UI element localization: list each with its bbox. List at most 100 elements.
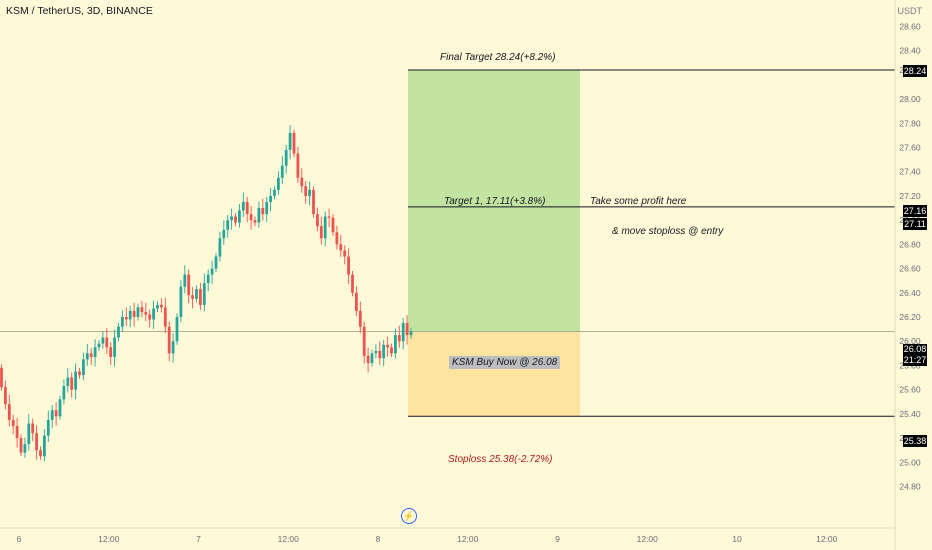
candle (206, 269, 210, 292)
loss-zone (408, 331, 580, 417)
candle (269, 187, 272, 212)
candle-body (195, 289, 198, 299)
candle-body (58, 399, 62, 417)
candle-body (128, 310, 132, 320)
candle-body (31, 423, 35, 434)
candle-body (331, 217, 335, 233)
price-tick-label: 26.20 (899, 312, 921, 322)
price-tick-label: 28.60 (899, 21, 921, 31)
candle (101, 331, 105, 349)
price-tick-label: 26.80 (899, 239, 921, 249)
candle (195, 285, 198, 303)
time-tick-label: 6 (17, 534, 22, 544)
candle (222, 220, 226, 245)
candle (378, 341, 382, 365)
candle (132, 302, 136, 327)
candle-body (343, 250, 347, 257)
candle-body (300, 177, 304, 187)
candle (128, 305, 132, 328)
candle (366, 347, 370, 373)
buy-label: KSM Buy Now @ 26.08 (449, 356, 561, 369)
candle-body (109, 347, 113, 357)
candle-body (351, 274, 354, 293)
candle (144, 302, 148, 322)
candle (265, 196, 269, 223)
candle (312, 186, 315, 218)
candle (327, 208, 331, 228)
target1-price-tag-b: 27.11 (903, 218, 927, 230)
time-tick-label: 9 (555, 534, 560, 544)
candle (358, 301, 362, 334)
candle (218, 231, 222, 262)
candle (152, 300, 155, 329)
candle (163, 297, 167, 334)
time-tick-label: 8 (376, 534, 381, 544)
price-tick-label: 27.20 (899, 191, 921, 201)
candle (46, 410, 50, 443)
take-profit-note: Take some profit here (590, 196, 687, 207)
candle-body (101, 337, 105, 344)
candle-body (66, 377, 70, 387)
candle-body (218, 238, 222, 257)
candle-body (409, 331, 413, 336)
candle-body (187, 274, 191, 296)
stoploss-price-tag: 25.38 (903, 435, 927, 447)
candle (175, 313, 179, 345)
candle (54, 402, 58, 426)
candle-body (89, 353, 93, 357)
current-price: 26.08 (903, 344, 927, 354)
candle-body (144, 312, 148, 315)
price-tick-label: 27.40 (899, 167, 921, 177)
candle-body (308, 189, 311, 196)
candle (394, 328, 397, 359)
candle (300, 168, 304, 193)
candle-body (117, 326, 120, 338)
candle (401, 317, 405, 350)
candle (140, 300, 144, 318)
candle-body (27, 423, 31, 445)
time-tick-label: 12:00 (278, 534, 300, 544)
target1-label: Target 1, 17.11(+3.8%) (444, 196, 546, 207)
candle-body (105, 337, 109, 348)
candle-body (23, 444, 27, 453)
candle-body (132, 310, 136, 317)
lightning-icon[interactable]: ⚡ (401, 508, 417, 524)
price-tick-label: 24.80 (899, 482, 921, 492)
candle-body (140, 307, 144, 313)
candle-body (50, 410, 54, 420)
candle-body (339, 244, 343, 251)
candle (31, 418, 35, 442)
chart-title: KSM / TetherUS, 3D, BINANCE (6, 5, 153, 17)
candle (234, 212, 237, 227)
candle-body (62, 386, 66, 400)
candle (273, 186, 276, 200)
candle (105, 328, 109, 354)
candle-body (222, 229, 226, 239)
price-tick-label: 28.40 (899, 46, 921, 56)
price-tick-label: 26.60 (899, 264, 921, 274)
candle-body (241, 201, 245, 211)
candle-body (288, 132, 292, 150)
candle-body (253, 220, 257, 223)
candle (277, 171, 280, 195)
candle (121, 310, 124, 332)
candle (7, 394, 11, 427)
candle (202, 273, 206, 312)
candle-body (210, 268, 214, 275)
candle-body (257, 208, 261, 223)
candle-body (312, 189, 315, 215)
candle-body (46, 419, 50, 436)
candle (0, 364, 3, 391)
candle (85, 343, 89, 366)
candle (39, 446, 42, 460)
candle-body (370, 353, 374, 364)
price-tick-label: 27.60 (899, 142, 921, 152)
candle (370, 349, 374, 367)
candle (335, 225, 339, 250)
candle (347, 248, 350, 285)
candle (351, 270, 354, 297)
candle (343, 245, 347, 265)
candle-body (4, 387, 7, 405)
candle (261, 198, 265, 221)
